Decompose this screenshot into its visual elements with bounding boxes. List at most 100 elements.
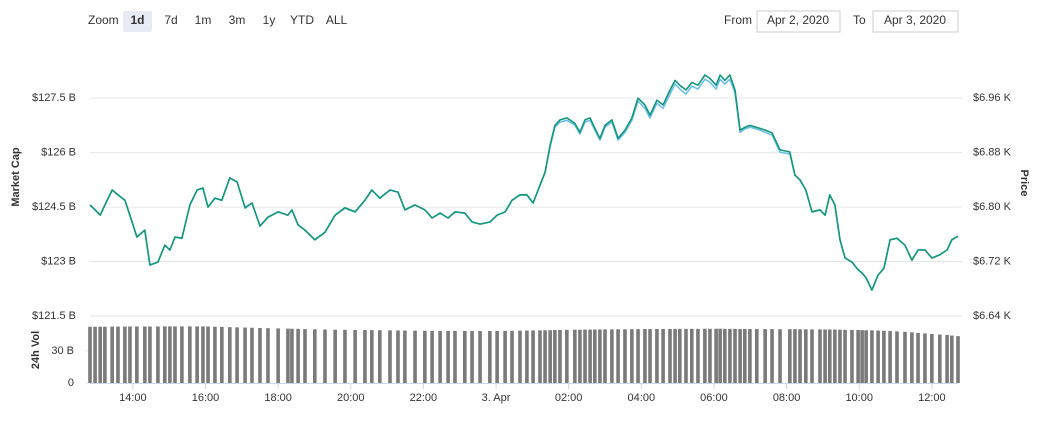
volume-bar <box>123 326 127 383</box>
to-value[interactable]: Apr 3, 2020 <box>884 13 946 27</box>
volume-bar <box>388 330 392 383</box>
volume-bar <box>266 328 270 383</box>
zoom-button[interactable]: 3m <box>229 13 246 27</box>
volume-bar <box>243 327 247 383</box>
x-tick-label: 20:00 <box>337 392 365 404</box>
volume-bar <box>168 326 172 383</box>
volume-bar <box>333 329 337 383</box>
volume-bar <box>135 326 139 383</box>
volume-bar <box>531 330 535 383</box>
volume-bar <box>938 334 942 383</box>
volume-bar <box>438 330 442 383</box>
from-label: From <box>724 13 752 27</box>
volume-bar <box>276 328 280 383</box>
volume-bar <box>733 328 737 383</box>
y2-tick-label: $6.64 K <box>973 310 1012 322</box>
volume-bar <box>810 329 814 383</box>
from-value[interactable]: Apr 2, 2020 <box>767 13 829 27</box>
volume-bar <box>718 328 722 383</box>
to-input[interactable] <box>872 10 959 33</box>
volume-bar <box>636 329 640 383</box>
volume-bar <box>895 331 899 383</box>
x-tick-label: 12:00 <box>918 392 946 404</box>
zoom-button[interactable]: 1m <box>195 13 212 27</box>
line <box>89 78 959 291</box>
volume-bar <box>88 326 92 383</box>
volume-bar <box>220 326 224 383</box>
volume-bar <box>116 326 120 383</box>
volume-bar <box>588 329 592 383</box>
volume-bar <box>396 330 400 383</box>
volume-bar <box>910 332 914 383</box>
volume-bar <box>453 330 457 383</box>
zoom-button-bg[interactable] <box>123 11 152 32</box>
volume-bar <box>754 329 759 383</box>
volume-bar <box>578 329 582 383</box>
volume-bar <box>610 329 614 383</box>
volume-bar <box>446 330 450 383</box>
volume-bar <box>770 329 774 383</box>
volume-bar <box>488 330 492 383</box>
volume-bar <box>616 329 620 383</box>
x-tick-label: 3. Apr <box>482 392 511 404</box>
zoom-button[interactable]: 1d <box>130 13 144 27</box>
volume-bar <box>430 330 434 383</box>
volume-bar <box>668 328 672 383</box>
volume-bar <box>661 328 665 383</box>
volume-bar <box>296 328 300 383</box>
from-input[interactable] <box>756 10 841 33</box>
volume-bar <box>313 329 317 383</box>
zoom-button[interactable]: 7d <box>164 13 177 27</box>
volume-bar <box>833 329 837 383</box>
axis-title: 24h Vol <box>30 331 42 369</box>
volume-bar <box>98 326 102 383</box>
volume-bar <box>950 335 954 383</box>
volume-bar <box>163 326 167 383</box>
x-tick-label: 10:00 <box>845 392 873 404</box>
volume-bar <box>714 328 718 383</box>
volume-bar <box>870 330 874 383</box>
volume-bar <box>788 329 792 383</box>
y-tick-label: $123 B <box>41 255 76 267</box>
volume-bar <box>206 326 210 383</box>
volume-bar <box>843 329 847 383</box>
volume-bar <box>403 330 407 383</box>
volume-bar <box>343 329 347 383</box>
volume-bar <box>235 327 239 383</box>
volume-bar <box>463 330 467 383</box>
volume-bar <box>923 333 927 383</box>
volume-bar <box>673 328 677 383</box>
volume-bar <box>643 329 647 383</box>
volume-bar <box>738 328 742 383</box>
volume-bar <box>603 329 607 383</box>
volume-bar <box>378 330 382 383</box>
volume-bar <box>723 328 727 383</box>
axis-title: Price <box>1018 170 1030 197</box>
y2-tick-label: $6.96 K <box>973 92 1012 104</box>
volume-bar <box>93 326 97 383</box>
volume-bar <box>583 329 587 383</box>
zoom-label: Zoom <box>88 13 119 27</box>
volume-bar <box>684 328 688 383</box>
volume-bar <box>593 329 597 383</box>
volume-bar <box>543 330 547 383</box>
volume-bar <box>743 328 747 383</box>
volume-bar <box>525 330 529 383</box>
zoom-button[interactable]: YTD <box>290 13 314 27</box>
volume-bar <box>888 331 892 383</box>
volume-bar <box>510 330 514 383</box>
volume-bar <box>876 330 880 383</box>
volume-bar <box>478 330 482 383</box>
zoom-button[interactable]: 1y <box>263 13 276 27</box>
to-label: To <box>853 13 866 27</box>
volume-bar <box>423 330 427 383</box>
volume-bar <box>655 328 659 383</box>
volume-bar <box>156 326 160 383</box>
volume-bar <box>860 330 864 383</box>
y2-tick-label: $6.80 K <box>973 201 1012 213</box>
volume-bar <box>173 326 177 383</box>
volume-bar <box>793 329 797 383</box>
volume-bar <box>495 330 499 383</box>
volume-bar <box>573 329 577 383</box>
zoom-button[interactable]: ALL <box>326 13 348 27</box>
